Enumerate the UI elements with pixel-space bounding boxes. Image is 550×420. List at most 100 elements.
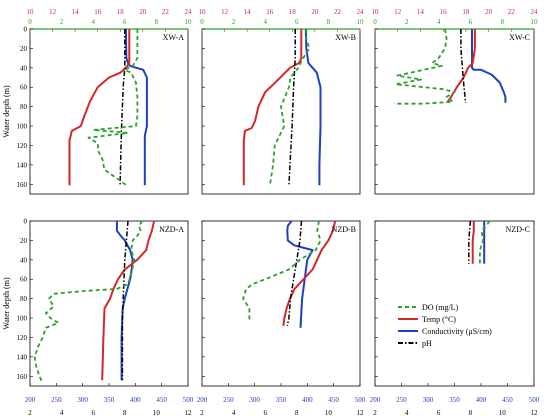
depth-tick-label: 120 [17,334,28,342]
do-tick-label: 0 [373,18,377,26]
do-tick-label: 2 [60,18,64,26]
panel-frame-1 [201,28,361,195]
panel-frame-0 [29,28,189,195]
ph-tick-label: 2 [28,409,32,417]
temp-tick-label: 22 [334,8,342,16]
cond-tick-label: 400 [476,396,487,404]
panel-label: XW-A [163,33,185,42]
ph-tick-label: 8 [469,409,473,417]
series-do-xw-c [394,28,456,105]
cond-tick-label: 400 [130,396,141,404]
series-cond-xw-c [471,29,507,103]
series-temp-nzd-b [282,220,337,326]
temp-tick-label: 22 [162,8,170,16]
do-tick-label: 8 [155,18,159,26]
depth-tick-label: 40 [20,256,28,264]
do-tick-label: 0 [200,18,204,26]
do-tick-label: 10 [531,18,539,26]
temp-tick-label: 18 [289,8,297,16]
cond-tick-label: 500 [183,396,194,404]
temp-tick-label: 16 [266,8,274,16]
series-do-xw-a [87,29,139,187]
temp-tick-label: 20 [311,8,319,16]
do-tick-label: 6 [295,18,299,26]
temp-tick-label: 12 [221,8,229,16]
series-do-nzd-b [242,220,322,320]
temp-tick-label: 12 [49,8,57,16]
legend-label-do: DO (mg/L) [422,303,459,312]
depth-tick-label: 60 [20,84,28,92]
ph-tick-label: 8 [295,409,299,417]
cond-tick-label: 200 [25,396,36,404]
series-cond-nzd-b [286,220,314,328]
ph-tick-label: 4 [232,409,236,417]
cond-tick-label: 450 [156,396,167,404]
do-tick-label: 6 [469,18,473,26]
series-temp-xw-c [446,29,476,103]
cond-tick-label: 450 [328,396,339,404]
panel-frame-3 [29,220,189,387]
panel-frame-4 [201,220,361,387]
cond-tick-label: 500 [355,396,366,404]
depth-tick-label: 160 [17,181,28,189]
ph-tick-label: 12 [185,409,193,417]
do-tick-label: 4 [91,18,95,26]
cond-tick-label: 300 [77,396,88,404]
depth-tick-label: 40 [20,64,28,72]
series-ph-xw-c [460,29,467,103]
panel-label: NZD-C [506,225,530,234]
temp-tick-label: 12 [394,8,402,16]
temp-tick-label: 16 [94,8,102,16]
y-axis-label: Water depth (m) [2,277,11,330]
ph-tick-label: 8 [123,409,127,417]
series-do-xw-b [269,29,311,186]
series-do-nzd-c [479,220,491,264]
series-temp-nzd-c [471,221,475,264]
cond-tick-label: 250 [51,396,62,404]
series-ph-nzd-b [286,220,303,326]
y-axis-label: Water depth (m) [2,85,11,138]
ph-tick-label: 12 [531,409,539,417]
depth-tick-label: 80 [20,295,28,303]
do-tick-label: 2 [405,18,409,26]
cond-tick-label: 250 [223,396,234,404]
series-temp-nzd-a [101,220,156,381]
do-tick-label: 2 [232,18,236,26]
depth-tick-label: 20 [20,45,28,53]
depth-tick-label: 0 [24,218,28,226]
ph-tick-label: 6 [263,409,267,417]
panel-label: NZD-A [159,225,184,234]
depth-tick-label: 140 [17,353,28,361]
do-tick-label: 8 [327,18,331,26]
cond-tick-label: 500 [529,396,540,404]
depth-tick-label: 140 [17,161,28,169]
series-ph-nzd-c [468,220,472,264]
temp-tick-label: 24 [185,8,193,16]
cond-tick-label: 350 [276,396,287,404]
temp-tick-label: 10 [27,8,35,16]
panel-label: XW-C [509,33,530,42]
series-ph-xw-b [288,29,296,186]
series-cond-nzd-a [115,221,134,381]
ph-tick-label: 4 [405,409,409,417]
cond-tick-label: 350 [104,396,115,404]
ph-tick-label: 12 [357,409,365,417]
series-temp-xw-a [68,29,131,186]
temp-tick-label: 14 [72,8,80,16]
legend-label-temp: Temp (°C) [422,315,456,324]
temp-tick-label: 20 [139,8,147,16]
do-tick-label: 10 [357,18,365,26]
ph-tick-label: 4 [60,409,64,417]
panel-frame-2 [374,28,535,195]
series-temp-xw-b [242,29,303,186]
depth-tick-label: 100 [17,315,28,323]
temp-tick-label: 10 [372,8,380,16]
temp-tick-label: 24 [531,8,539,16]
do-tick-label: 0 [28,18,32,26]
depth-tick-label: 0 [24,26,28,34]
temp-tick-label: 14 [417,8,425,16]
cond-tick-label: 350 [449,396,460,404]
cond-tick-label: 400 [302,396,313,404]
legend-label-ph: pH [422,339,432,348]
